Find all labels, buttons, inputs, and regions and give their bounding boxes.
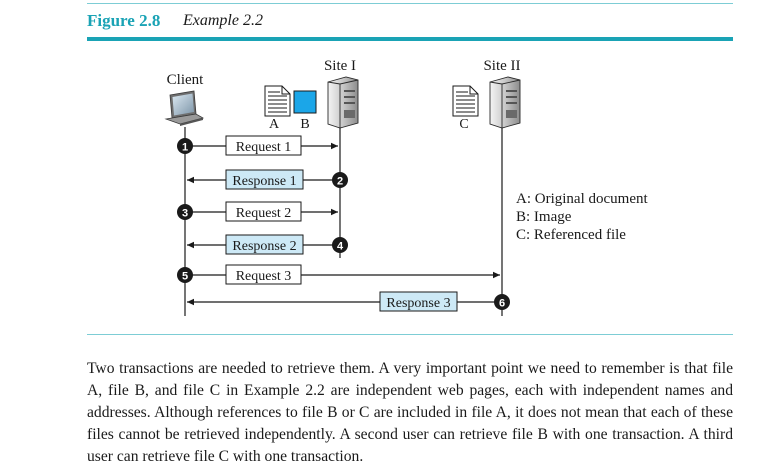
laptop-icon	[164, 90, 205, 126]
request-2-box	[225, 201, 302, 222]
step-4-marker	[332, 237, 348, 253]
file-c-label: C	[459, 117, 468, 132]
request-1-box	[225, 135, 302, 156]
legend: A: Original document B: Image C: Referen…	[516, 191, 648, 243]
legend-item-c: C: Referenced file	[516, 227, 626, 243]
step-6-number: 6	[499, 298, 505, 310]
request-3-box	[225, 264, 302, 285]
file-b-label: B	[300, 117, 309, 132]
server-site-1-icon	[327, 76, 359, 129]
figure-top-rule	[87, 3, 733, 4]
figure-bottom-rule	[87, 334, 733, 335]
image-b-icon	[293, 90, 317, 114]
figure-header: Figure 2.8 Example 2.2	[87, 8, 733, 38]
legend-item-b: B: Image	[516, 209, 572, 225]
request-1-label: Request 1	[236, 140, 292, 155]
step-2-number: 2	[337, 176, 343, 188]
body-paragraph: Two transactions are needed to retrieve …	[87, 360, 733, 465]
site-2-label: Site II	[483, 58, 520, 74]
request-2-label: Request 2	[236, 206, 292, 221]
figure-number: Figure 2.8	[87, 11, 161, 30]
response-3-box	[379, 291, 458, 312]
step-1-number: 1	[182, 142, 188, 154]
web-transaction-diagram: Client Site I Site II A B C	[164, 58, 648, 316]
figure-header-rule	[87, 37, 733, 41]
request-3-label: Request 3	[236, 269, 292, 284]
response-3-label: Response 3	[386, 296, 450, 311]
step-2-marker	[332, 172, 348, 188]
step-4-number: 4	[337, 241, 344, 253]
response-2-label: Response 2	[232, 239, 296, 254]
step-3-marker	[177, 204, 193, 220]
client-label: Client	[167, 72, 204, 88]
site-1-label: Site I	[324, 58, 356, 74]
legend-item-a: A: Original document	[516, 191, 648, 207]
step-5-marker	[177, 267, 193, 283]
response-2-box	[225, 234, 304, 255]
server-site-2-icon	[489, 76, 521, 129]
figure-caption: Example 2.2	[183, 12, 263, 29]
response-1-label: Response 1	[232, 174, 296, 189]
step-1-marker	[177, 138, 193, 154]
step-3-number: 3	[182, 208, 188, 220]
step-5-number: 5	[182, 271, 188, 283]
response-1-box	[225, 169, 304, 190]
document-c-icon	[452, 85, 479, 117]
file-a-label: A	[269, 117, 280, 132]
step-6-marker	[494, 294, 510, 310]
document-a-icon	[264, 85, 291, 117]
